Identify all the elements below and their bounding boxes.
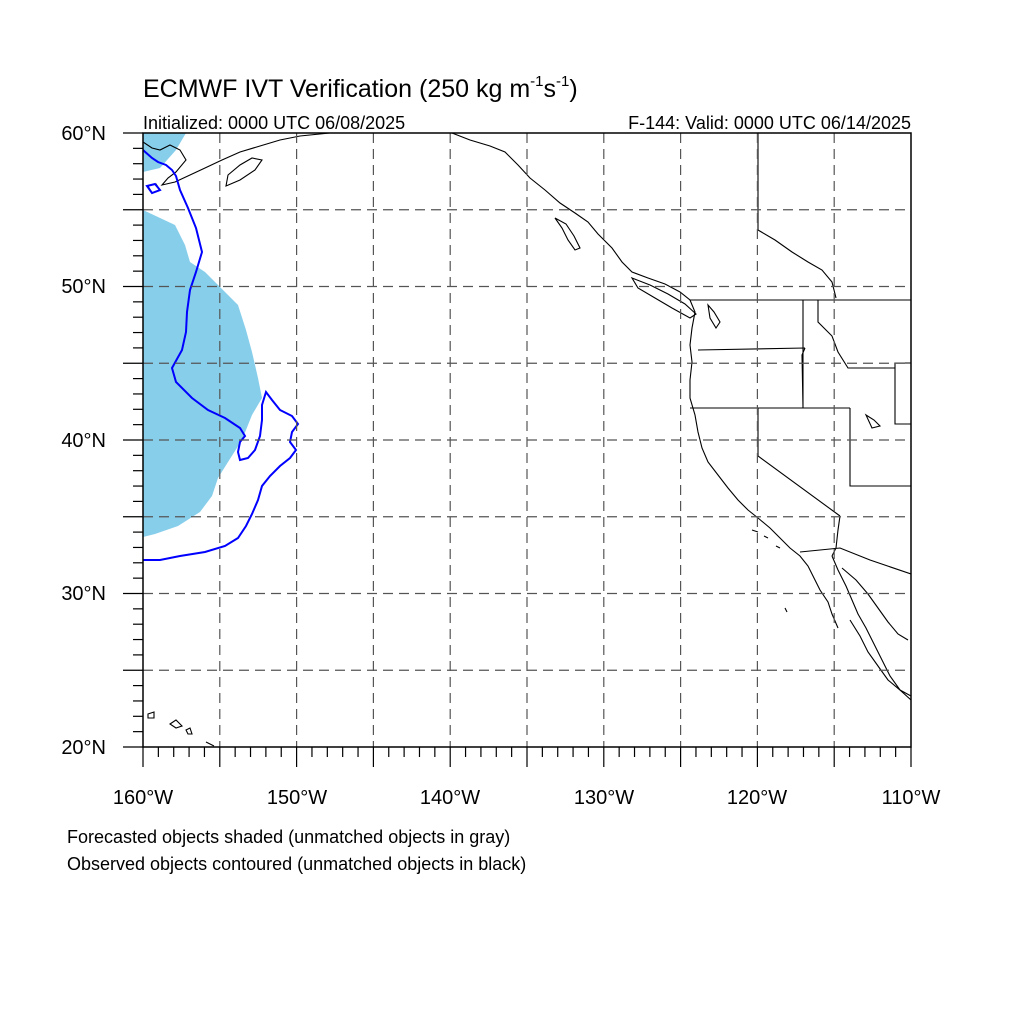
valid-label: F-144: Valid: 0000 UTC 06/14/2025 — [628, 113, 911, 133]
gulf-of-california — [841, 567, 909, 641]
lon-label-120w: 120°W — [727, 787, 787, 809]
lon-label-140w: 140°W — [420, 787, 480, 809]
lat-label-30n: 30°N — [61, 583, 106, 605]
title-close: ) — [569, 75, 577, 103]
baja-california — [831, 555, 911, 701]
hawaii-islands — [147, 711, 215, 747]
canadian-provincial-border — [757, 133, 837, 299]
title-mid: s — [544, 75, 557, 103]
initialized-label: Initialized: 0000 UTC 06/08/2025 — [143, 113, 405, 133]
footnote-observed: Observed objects contoured (unmatched ob… — [67, 854, 526, 874]
mexico-mainland-coast — [849, 619, 911, 697]
title-exponent-1: -1 — [530, 73, 543, 90]
great-salt-lake — [864, 413, 882, 429]
us-state-borders — [690, 300, 911, 575]
lat-label-20n: 20°N — [61, 737, 106, 759]
axis-ticks — [123, 132, 912, 767]
lon-label-110w: 110°W — [882, 787, 941, 809]
footnote-forecast: Forecasted objects shaded (unmatched obj… — [67, 827, 510, 847]
vancouver-island — [630, 276, 697, 319]
observed-object-small — [145, 182, 162, 195]
lat-label-40n: 40°N — [61, 430, 106, 452]
pacific-northwest-coast — [451, 133, 839, 629]
coastlines-layer — [143, 133, 911, 747]
grid-lines — [143, 133, 911, 747]
puget-sound — [707, 303, 721, 330]
title-main: ECMWF IVT Verification (250 kg m — [143, 75, 530, 103]
haida-gwaii — [554, 217, 581, 251]
forecast-objects-layer — [143, 133, 262, 537]
alaska-inlet — [225, 157, 263, 187]
forecast-object-shaded — [143, 210, 262, 537]
observed-objects-layer — [143, 149, 300, 561]
lat-label-50n: 50°N — [61, 276, 106, 298]
lon-label-160w: 160°W — [113, 787, 173, 809]
title-exponent-2: -1 — [556, 73, 569, 90]
lat-label-60n: 60°N — [61, 123, 106, 145]
chart-title: ECMWF IVT Verification (250 kg m-1s-1) — [143, 73, 578, 103]
observed-object-contour — [143, 149, 300, 561]
alaska-coast — [143, 133, 331, 186]
latitude-labels: 60°N 50°N 40°N 30°N 20°N — [61, 123, 106, 759]
lon-label-130w: 130°W — [574, 787, 634, 809]
channel-islands — [751, 529, 788, 613]
lon-label-150w: 150°W — [267, 787, 327, 809]
forecast-object-top — [143, 133, 186, 172]
longitude-labels: 160°W 150°W 140°W 130°W 120°W 110°W — [113, 787, 941, 809]
